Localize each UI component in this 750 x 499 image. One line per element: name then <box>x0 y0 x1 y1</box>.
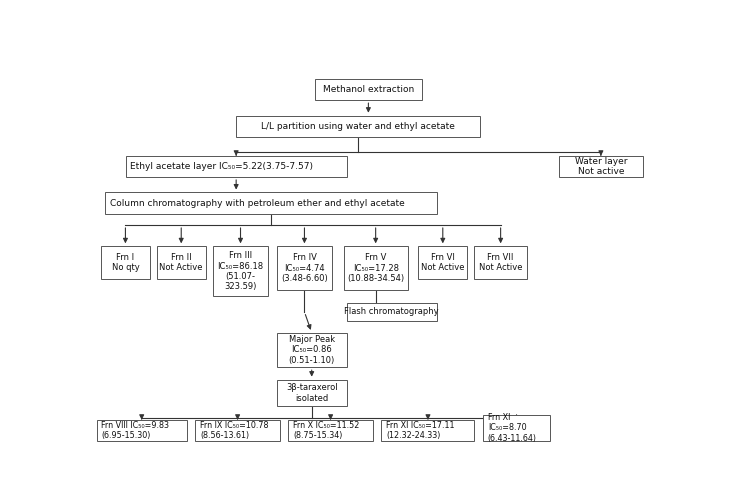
Text: L/L partition using water and ethyl acetate: L/L partition using water and ethyl acet… <box>261 122 455 131</box>
Text: Column chromatography with petroleum ether and ethyl acetate: Column chromatography with petroleum eth… <box>110 199 405 208</box>
FancyBboxPatch shape <box>196 420 280 441</box>
Text: Ethyl acetate layer IC₅₀=5.22(3.75-7.57): Ethyl acetate layer IC₅₀=5.22(3.75-7.57) <box>130 162 314 171</box>
FancyBboxPatch shape <box>483 415 550 441</box>
FancyBboxPatch shape <box>97 420 187 441</box>
Text: 3β-taraxerol
isolated: 3β-taraxerol isolated <box>286 383 338 403</box>
FancyBboxPatch shape <box>126 156 347 177</box>
Text: Frn V
IC₅₀=17.28
(10.88-34.54): Frn V IC₅₀=17.28 (10.88-34.54) <box>347 253 404 283</box>
FancyBboxPatch shape <box>277 333 346 367</box>
Text: Methanol extraction: Methanol extraction <box>322 85 414 94</box>
Text: Frn VI
Not Active: Frn VI Not Active <box>421 253 464 272</box>
FancyBboxPatch shape <box>277 246 332 290</box>
Text: Frn II
Not Active: Frn II Not Active <box>160 253 203 272</box>
Text: Frn IX IC₅₀=10.78
(8.56-13.61): Frn IX IC₅₀=10.78 (8.56-13.61) <box>200 421 268 440</box>
Text: Major Peak
IC₅₀=0.86
(0.51-1.10): Major Peak IC₅₀=0.86 (0.51-1.10) <box>289 335 334 365</box>
FancyBboxPatch shape <box>344 246 408 290</box>
FancyBboxPatch shape <box>213 246 268 296</box>
Text: Frn VII
Not Active: Frn VII Not Active <box>479 253 522 272</box>
Text: Frn IV
IC₅₀=4.74
(3.48-6.60): Frn IV IC₅₀=4.74 (3.48-6.60) <box>281 253 328 283</box>
FancyBboxPatch shape <box>100 246 150 279</box>
FancyBboxPatch shape <box>105 193 436 214</box>
FancyBboxPatch shape <box>382 420 475 441</box>
FancyBboxPatch shape <box>289 420 373 441</box>
FancyBboxPatch shape <box>157 246 206 279</box>
Text: Water layer
Not active: Water layer Not active <box>574 157 627 176</box>
FancyBboxPatch shape <box>475 246 526 279</box>
FancyBboxPatch shape <box>559 156 643 177</box>
Text: Frn I
No qty: Frn I No qty <box>112 253 140 272</box>
FancyBboxPatch shape <box>315 79 422 100</box>
Text: Frn XI
IC₅₀=8.70
(6.43-11.64): Frn XI IC₅₀=8.70 (6.43-11.64) <box>488 413 537 443</box>
Text: Frn XI IC₅₀=17.11
(12.32-24.33): Frn XI IC₅₀=17.11 (12.32-24.33) <box>386 421 454 440</box>
FancyBboxPatch shape <box>346 303 436 321</box>
Text: Frn III
IC₅₀=86.18
(51.07-
323.59): Frn III IC₅₀=86.18 (51.07- 323.59) <box>217 251 263 291</box>
Text: Frn VIII IC₅₀=9.83
(6.95-15.30): Frn VIII IC₅₀=9.83 (6.95-15.30) <box>101 421 170 440</box>
FancyBboxPatch shape <box>277 380 346 407</box>
FancyBboxPatch shape <box>418 246 467 279</box>
Text: Frn X IC₅₀=11.52
(8.75-15.34): Frn X IC₅₀=11.52 (8.75-15.34) <box>293 421 359 440</box>
Text: Flash chromatography: Flash chromatography <box>344 307 439 316</box>
FancyBboxPatch shape <box>236 116 480 137</box>
